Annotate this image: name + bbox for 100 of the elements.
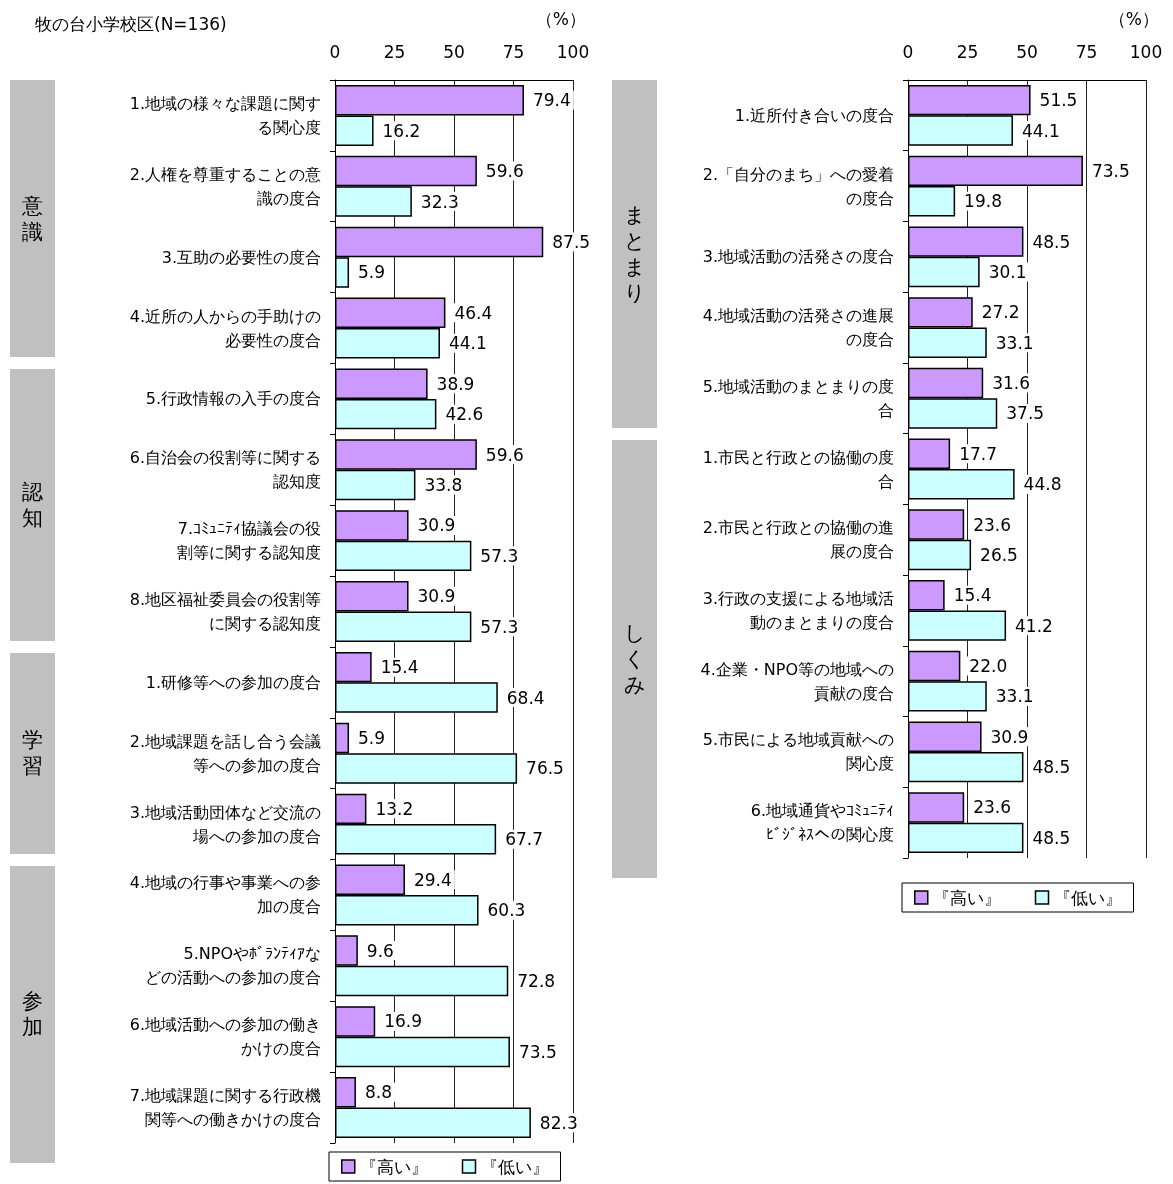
- data-label: 17.7: [959, 443, 997, 464]
- data-label: 76.5: [526, 758, 564, 779]
- legend-label: 『低い』: [1053, 887, 1122, 908]
- data-label: 82.3: [539, 1112, 578, 1133]
- x-tick-label: 100: [556, 41, 590, 62]
- x-axis-title: （%）: [535, 8, 586, 29]
- data-label: 31.6: [992, 373, 1031, 394]
- data-label: 22.0: [969, 655, 1008, 676]
- data-label: 30.9: [417, 586, 456, 607]
- y-tick-label: 4.近所の人からの手助けの必要性の度合: [129, 306, 321, 350]
- data-label: 15.4: [380, 657, 419, 678]
- y-tick-label: 3.地域活動団体など交流の場への参加の度合: [129, 802, 321, 846]
- y-tick-label: 1.研修等への参加の度合: [145, 672, 321, 692]
- x-tick-label: 25: [956, 41, 979, 62]
- x-tick-label: 100: [1129, 41, 1163, 62]
- data-label: 33.1: [995, 332, 1034, 353]
- data-label: 23.6: [973, 514, 1012, 535]
- y-tick-label: 5.地域活動のまとまりの度合: [702, 376, 894, 420]
- data-label: 41.2: [1015, 615, 1053, 636]
- y-tick-label: 7.地域課題に関する行政機関等への働きかけの度合: [129, 1086, 321, 1130]
- group-label-box: 意識: [10, 80, 55, 358]
- data-label: 42.6: [445, 404, 484, 425]
- data-label: 30.1: [988, 262, 1027, 283]
- y-tick-label: 2.地域課題を話し合う会議等への参加の度合: [129, 731, 321, 775]
- data-label: 67.7: [505, 829, 543, 850]
- y-tick-label: 1.近所付き合いの度合: [734, 105, 894, 125]
- data-label: 38.9: [436, 373, 475, 394]
- x-tick-label: 25: [383, 41, 406, 62]
- data-label: 15.4: [953, 585, 992, 606]
- data-label: 26.5: [980, 544, 1018, 565]
- data-label: 48.5: [1032, 757, 1071, 778]
- data-label: 59.6: [485, 444, 524, 465]
- y-tick-label: 1.地域の様々な課題に関する関心度: [129, 93, 321, 137]
- data-label: 57.3: [480, 545, 519, 566]
- data-label: 33.1: [995, 686, 1034, 707]
- data-label: 37.5: [1006, 403, 1045, 424]
- data-label: 79.4: [532, 90, 571, 111]
- y-tick-label: 3.地域活動の活発さの度合: [702, 247, 894, 267]
- x-tick-label: 0: [329, 41, 341, 62]
- y-tick-label: 2.「自分のまち」への愛着の度合: [702, 164, 894, 208]
- y-tick-label: 2.市民と行政との協働の進展の度合: [702, 518, 894, 562]
- group-label-box: 認知: [10, 369, 55, 641]
- data-label: 30.9: [417, 515, 456, 536]
- y-tick-label: 4.企業・NPO等の地域への貢献の度合: [700, 659, 894, 703]
- data-label: 13.2: [375, 798, 414, 819]
- y-tick-label: 6.自治会の役割等に関する認知度: [129, 448, 321, 492]
- data-label: 57.3: [480, 616, 519, 637]
- y-tick-label: 8.地区福祉委員会の役割等に関する認知度: [129, 590, 321, 633]
- y-tick-label: 6.地域活動への参加の働きかけの度合: [129, 1015, 321, 1059]
- data-label: 60.3: [487, 900, 526, 921]
- x-tick-label: 75: [1075, 41, 1098, 62]
- legend-label: 『高い』: [932, 887, 1001, 908]
- group-label-box: まとまり: [612, 80, 657, 428]
- data-label: 59.6: [485, 161, 524, 182]
- y-tick-label: 5.行政情報の入手の度合: [145, 389, 321, 409]
- group-label-box: しくみ: [612, 439, 657, 878]
- text: 牧の台小学校区(N=136): [35, 13, 227, 34]
- data-label: 16.2: [382, 120, 421, 141]
- data-label: 19.8: [964, 191, 1002, 212]
- x-tick-label: 0: [902, 41, 914, 62]
- group-label-box: 参加: [10, 865, 55, 1163]
- data-label: 16.9: [384, 1011, 423, 1032]
- legend-label: 『低い』: [480, 1156, 549, 1177]
- y-tick-label: 4.地域活動の活発さの進展の度合: [702, 306, 894, 350]
- y-tick-label: 2.人権を尊重することの意識の度合: [129, 164, 321, 208]
- data-label: 48.5: [1032, 827, 1071, 848]
- data-label: 33.8: [424, 475, 463, 495]
- data-label: 27.2: [981, 302, 1020, 323]
- data-label: 68.4: [506, 687, 545, 708]
- y-tick-label: 5.NPOやﾎﾞﾗﾝﾃｨｱなどの活動への参加の度合: [145, 944, 321, 988]
- data-label: 32.3: [420, 191, 459, 212]
- x-axis-title: （%）: [1108, 8, 1159, 29]
- data-label: 5.9: [358, 728, 386, 748]
- y-tick-label: 3.互助の必要性の度合: [161, 247, 321, 267]
- data-label: 29.4: [413, 869, 452, 890]
- data-label: 23.6: [973, 797, 1012, 818]
- data-label: 8.8: [364, 1082, 392, 1103]
- y-tick-label: 3.行政の支援による地域活動のまとまりの度合: [702, 588, 894, 632]
- x-tick-label: 50: [443, 41, 465, 62]
- data-label: 5.9: [358, 262, 386, 283]
- data-label: 72.8: [517, 971, 556, 992]
- y-tick-label: 6.地域通貨やｺﾐｭﾆﾃｨﾋﾞｼﾞﾈｽへの関心度: [750, 801, 894, 845]
- group-label-box: 学習: [10, 652, 55, 854]
- y-tick-label: 7.ｺﾐｭﾆﾃｨ協議会の役割等に関する認知度: [177, 519, 321, 563]
- y-tick-label: 1.市民と行政との協働の度合: [702, 447, 894, 491]
- data-label: 51.5: [1039, 90, 1078, 111]
- data-label: 73.5: [1091, 160, 1130, 181]
- data-label: 46.4: [454, 302, 493, 323]
- data-label: 48.5: [1032, 231, 1071, 252]
- data-label: 73.5: [518, 1041, 557, 1062]
- legend-label: 『高い』: [359, 1156, 428, 1177]
- x-tick-label: 50: [1016, 41, 1038, 62]
- x-tick-label: 75: [502, 41, 525, 62]
- data-label: 87.5: [552, 231, 591, 252]
- data-label: 44.1: [448, 333, 487, 354]
- data-label: 30.9: [990, 726, 1029, 747]
- data-label: 44.8: [1023, 474, 1062, 495]
- y-tick-label: 5.市民による地域貢献への関心度: [702, 730, 894, 774]
- data-label: 9.6: [366, 940, 394, 961]
- data-label: 44.1: [1021, 120, 1060, 141]
